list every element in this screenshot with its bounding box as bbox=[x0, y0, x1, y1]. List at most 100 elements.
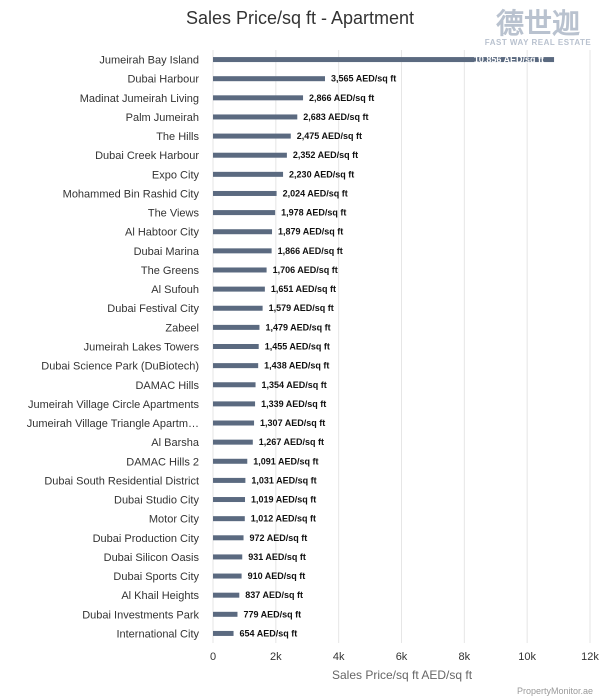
data-label: 2,866 AED/sq ft bbox=[309, 93, 374, 103]
category-label: Dubai Investments Park bbox=[82, 609, 199, 621]
data-label: 779 AED/sq ft bbox=[243, 609, 301, 619]
bars bbox=[213, 57, 555, 636]
data-label: 1,012 AED/sq ft bbox=[251, 514, 316, 524]
data-label: 2,475 AED/sq ft bbox=[297, 131, 362, 141]
data-labels: 10,856 AED/sq ft 3,565 AED/sq ft 2,866 AED… bbox=[240, 55, 545, 639]
logo-name: 德世迦 bbox=[496, 7, 580, 40]
category-label: Dubai Production City bbox=[93, 533, 200, 545]
data-label: 2,352 AED/sq ft bbox=[293, 150, 358, 160]
bar bbox=[213, 210, 276, 216]
data-label: 1,267 AED/sq ft bbox=[259, 437, 324, 447]
x-tick-label: 4k bbox=[333, 651, 345, 663]
bar bbox=[213, 190, 277, 196]
data-label: 2,024 AED/sq ft bbox=[283, 188, 348, 198]
bar bbox=[213, 573, 242, 579]
category-label: Jumeirah Village Circle Apartments bbox=[28, 399, 199, 411]
category-label: Jumeirah Village Triangle Apartm… bbox=[27, 418, 199, 430]
category-label: Motor City bbox=[149, 514, 200, 526]
data-label: 1,438 AED/sq ft bbox=[264, 361, 329, 371]
category-label: The Hills bbox=[156, 131, 199, 143]
bar bbox=[213, 133, 291, 139]
category-label: Al Khail Heights bbox=[121, 590, 199, 602]
x-tick-label: 12k bbox=[581, 651, 599, 663]
bar bbox=[213, 114, 298, 120]
bar bbox=[213, 401, 256, 407]
category-label: Expo City bbox=[152, 169, 200, 181]
data-label: 1,019 AED/sq ft bbox=[251, 495, 316, 505]
category-label: Dubai Creek Harbour bbox=[95, 150, 199, 162]
category-label: The Views bbox=[148, 208, 200, 220]
bar bbox=[213, 363, 259, 369]
data-label: 1,579 AED/sq ft bbox=[269, 303, 334, 313]
data-label: 1,866 AED/sq ft bbox=[278, 246, 343, 256]
x-axis-title: Sales Price/sq ft AED/sq ft bbox=[332, 668, 473, 682]
data-label: 837 AED/sq ft bbox=[245, 590, 303, 600]
data-label: 910 AED/sq ft bbox=[248, 571, 306, 581]
category-label: Dubai Studio City bbox=[114, 495, 199, 507]
bar bbox=[213, 229, 273, 235]
category-label: Al Sufouh bbox=[151, 284, 199, 296]
category-label: Madinat Jumeirah Living bbox=[80, 93, 199, 105]
data-label: 1,307 AED/sq ft bbox=[260, 418, 325, 428]
category-label: The Greens bbox=[141, 265, 200, 277]
category-label: DAMAC Hills bbox=[135, 380, 199, 392]
x-tick-label: 6k bbox=[396, 651, 408, 663]
chart-title: Sales Price/sq ft - Apartment bbox=[186, 8, 414, 28]
data-label: 1,339 AED/sq ft bbox=[261, 399, 326, 409]
bar bbox=[213, 382, 256, 388]
bar bbox=[213, 592, 240, 598]
category-label: Dubai Science Park (DuBiotech) bbox=[41, 361, 199, 373]
data-label: 1,455 AED/sq ft bbox=[265, 342, 330, 352]
bar bbox=[213, 57, 555, 63]
logo-tagline: FAST WAY REAL ESTATE bbox=[485, 38, 592, 47]
data-label: 931 AED/sq ft bbox=[248, 552, 306, 562]
bar bbox=[213, 171, 284, 177]
bar bbox=[213, 286, 265, 292]
bar bbox=[213, 535, 244, 541]
data-label: 1,031 AED/sq ft bbox=[251, 475, 316, 485]
bar bbox=[213, 267, 267, 273]
data-label: 1,091 AED/sq ft bbox=[253, 456, 318, 466]
category-label: Dubai Sports City bbox=[113, 571, 199, 583]
category-label: Dubai Silicon Oasis bbox=[104, 552, 200, 564]
data-label: 3,565 AED/sq ft bbox=[331, 74, 396, 84]
x-tick-label: 0 bbox=[210, 651, 216, 663]
bar bbox=[213, 152, 287, 158]
bar bbox=[213, 76, 326, 82]
x-tick-label: 10k bbox=[518, 651, 536, 663]
data-label: 10,856 AED/sq ft bbox=[474, 55, 544, 65]
category-label: Mohammed Bin Rashid City bbox=[63, 188, 200, 200]
data-label: 1,879 AED/sq ft bbox=[278, 227, 343, 237]
bar bbox=[213, 439, 253, 445]
data-label: 2,683 AED/sq ft bbox=[303, 112, 368, 122]
bar bbox=[213, 497, 246, 503]
brand-logo: 德世迦 FAST WAY REAL ESTATE bbox=[485, 7, 592, 47]
bar bbox=[213, 458, 248, 464]
x-tick-label: 8k bbox=[459, 651, 471, 663]
category-label: International City bbox=[116, 628, 199, 640]
bar bbox=[213, 324, 260, 330]
bar bbox=[213, 248, 272, 254]
category-label: Jumeirah Lakes Towers bbox=[84, 342, 200, 354]
data-label: 1,651 AED/sq ft bbox=[271, 284, 336, 294]
category-label: Dubai Festival City bbox=[107, 303, 199, 315]
category-label: Palm Jumeirah bbox=[126, 112, 199, 124]
category-label: Al Habtoor City bbox=[125, 227, 199, 239]
category-label: Dubai Marina bbox=[134, 246, 200, 258]
source-credit: PropertyMonitor.ae bbox=[517, 686, 593, 696]
x-axis-ticks: 0 2k 4k 6k 8k 10k 12k bbox=[210, 651, 599, 663]
bar bbox=[213, 305, 263, 311]
bar bbox=[213, 477, 246, 483]
category-label: Zabeel bbox=[165, 322, 199, 334]
category-label: Al Barsha bbox=[151, 437, 200, 449]
bar bbox=[213, 554, 243, 560]
data-label: 654 AED/sq ft bbox=[240, 628, 298, 638]
data-label: 1,978 AED/sq ft bbox=[281, 208, 346, 218]
bar bbox=[213, 611, 238, 617]
category-label: Jumeirah Bay Island bbox=[99, 55, 199, 67]
bar bbox=[213, 630, 234, 636]
category-label: DAMAC Hills 2 bbox=[126, 456, 199, 468]
bar bbox=[213, 95, 304, 101]
